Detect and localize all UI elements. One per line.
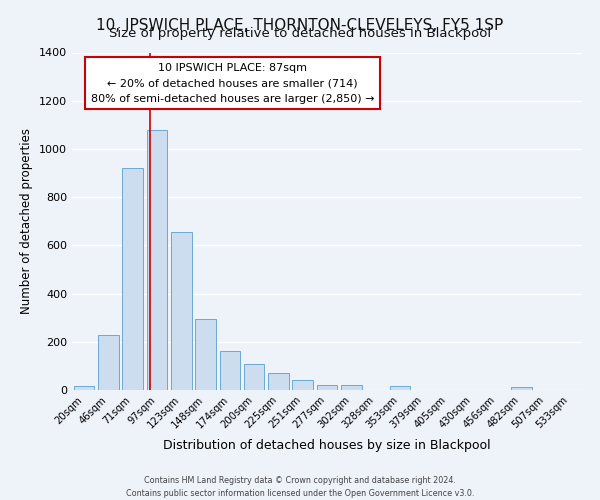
- Bar: [122, 168, 143, 390]
- Bar: [146, 130, 167, 390]
- Bar: [74, 386, 94, 390]
- Y-axis label: Number of detached properties: Number of detached properties: [20, 128, 34, 314]
- Bar: [268, 373, 289, 390]
- Bar: [292, 380, 313, 390]
- Bar: [220, 352, 240, 390]
- Text: 10 IPSWICH PLACE: 87sqm
← 20% of detached houses are smaller (714)
80% of semi-d: 10 IPSWICH PLACE: 87sqm ← 20% of detache…: [91, 62, 374, 104]
- Bar: [317, 384, 337, 390]
- Bar: [389, 386, 410, 390]
- X-axis label: Distribution of detached houses by size in Blackpool: Distribution of detached houses by size …: [163, 439, 491, 452]
- Bar: [244, 364, 265, 390]
- Bar: [511, 387, 532, 390]
- Bar: [195, 319, 216, 390]
- Text: Contains HM Land Registry data © Crown copyright and database right 2024.
Contai: Contains HM Land Registry data © Crown c…: [126, 476, 474, 498]
- Bar: [171, 232, 191, 390]
- Text: Size of property relative to detached houses in Blackpool: Size of property relative to detached ho…: [109, 28, 491, 40]
- Bar: [98, 335, 119, 390]
- Bar: [341, 384, 362, 390]
- Text: 10, IPSWICH PLACE, THORNTON-CLEVELEYS, FY5 1SP: 10, IPSWICH PLACE, THORNTON-CLEVELEYS, F…: [97, 18, 503, 32]
